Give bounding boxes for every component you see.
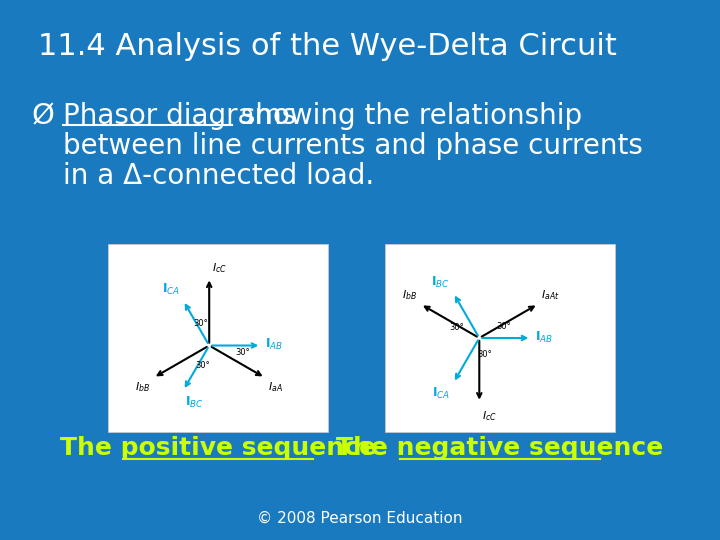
Text: $\mathbf{I}_{BC}$: $\mathbf{I}_{BC}$ xyxy=(185,395,204,410)
Text: $\mathbf{I}_{CA}$: $\mathbf{I}_{CA}$ xyxy=(432,386,450,401)
Text: 30°: 30° xyxy=(235,348,250,356)
Text: $\mathbf{I}_{AB}$: $\mathbf{I}_{AB}$ xyxy=(265,337,284,352)
Text: in a Δ-connected load.: in a Δ-connected load. xyxy=(63,162,374,190)
Bar xyxy=(385,244,615,432)
Text: 30°: 30° xyxy=(195,361,210,369)
Text: $I_{aAt}$: $I_{aAt}$ xyxy=(541,288,560,302)
Text: Ø: Ø xyxy=(32,102,55,130)
Text: 30°: 30° xyxy=(496,322,511,331)
Text: $I_{bB}$: $I_{bB}$ xyxy=(402,288,418,302)
Text: Phasor diagrams: Phasor diagrams xyxy=(63,102,296,130)
Text: The positive sequence: The positive sequence xyxy=(60,436,376,460)
Text: $I_{cC}$: $I_{cC}$ xyxy=(212,261,227,274)
Text: $\mathbf{I}_{AB}$: $\mathbf{I}_{AB}$ xyxy=(535,329,554,345)
Text: The negative sequence: The negative sequence xyxy=(336,436,664,460)
Text: $I_{aA}$: $I_{aA}$ xyxy=(268,380,283,394)
Text: $\mathbf{I}_{BC}$: $\mathbf{I}_{BC}$ xyxy=(431,275,450,290)
Text: 30°: 30° xyxy=(449,323,464,332)
Text: 30°: 30° xyxy=(193,319,208,328)
Text: $I_{cC}$: $I_{cC}$ xyxy=(482,410,498,423)
Text: $I_{bB}$: $I_{bB}$ xyxy=(135,380,150,394)
Text: 11.4 Analysis of the Wye-Delta Circuit: 11.4 Analysis of the Wye-Delta Circuit xyxy=(38,32,617,61)
Text: between line currents and phase currents: between line currents and phase currents xyxy=(63,132,643,160)
Text: © 2008 Pearson Education: © 2008 Pearson Education xyxy=(257,511,463,526)
Bar xyxy=(108,244,328,432)
Text: showing the relationship: showing the relationship xyxy=(232,102,582,130)
Text: 30°: 30° xyxy=(477,350,492,359)
Text: $\mathbf{I}_{CA}$: $\mathbf{I}_{CA}$ xyxy=(162,282,180,298)
